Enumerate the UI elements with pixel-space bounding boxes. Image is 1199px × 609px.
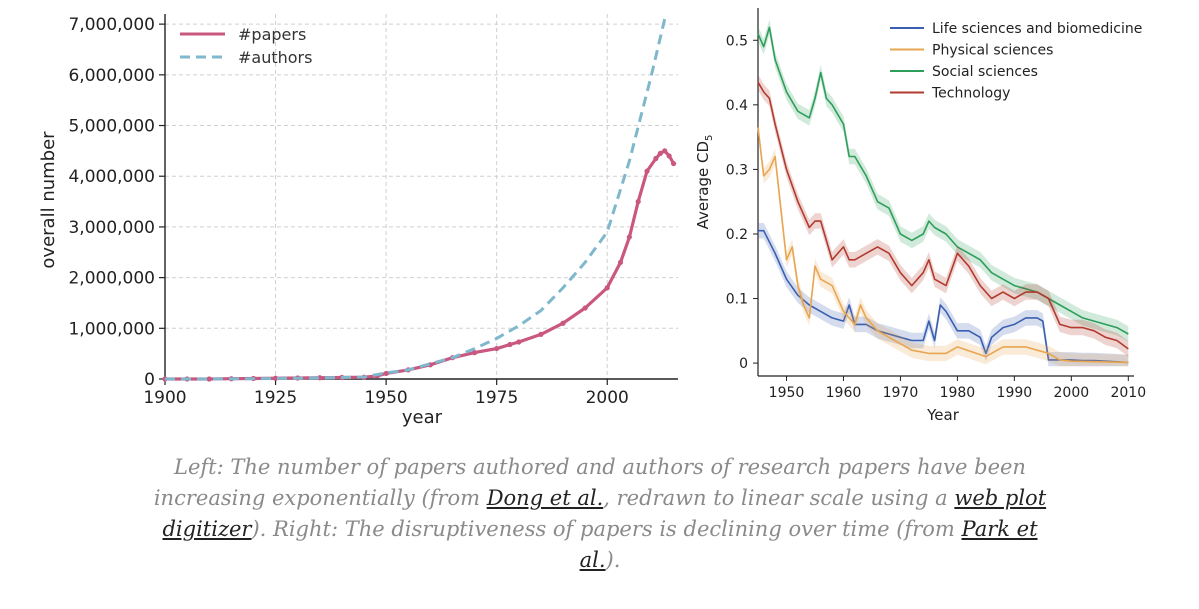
left-x-tick-label: 1900 xyxy=(143,388,186,408)
right-y-tick-label: 0.2 xyxy=(726,227,748,243)
caption-text-4: ). xyxy=(605,548,621,572)
right-x-tick-label: 1980 xyxy=(940,385,976,401)
legend-label-authors: #authors xyxy=(238,48,312,67)
left-y-tick-label: 7,000,000 xyxy=(68,15,155,35)
left-legend: #papers #authors xyxy=(180,25,312,67)
left-y-tick-label: 6,000,000 xyxy=(68,66,155,86)
caption-text-2: , redrawn to linear scale using a xyxy=(603,486,955,510)
legend-label-physical-sciences: Physical sciences xyxy=(932,43,1053,59)
right-legend: Life sciences and biomedicine Physical sc… xyxy=(890,21,1142,102)
right-x-tick-label: 1990 xyxy=(997,385,1033,401)
legend-label-life-sciences-and-biomedicine: Life sciences and biomedicine xyxy=(932,21,1142,37)
park-et-al-link[interactable]: Park et al. xyxy=(579,517,1038,572)
data-point-papers xyxy=(494,345,500,352)
left-chart: 1900 1925 1950 1975 2000 0 1,000,000 2,000,000 3… xyxy=(38,14,678,428)
left-x-tick-label: 1975 xyxy=(475,388,518,408)
left-grid xyxy=(164,14,678,380)
right-x-tick-label: 1970 xyxy=(883,385,919,401)
left-x-axis-label: year xyxy=(402,407,443,428)
data-point-papers xyxy=(644,168,650,174)
data-point-papers xyxy=(507,341,513,348)
right-x-tick-label: 1960 xyxy=(826,385,862,401)
right-axes xyxy=(753,8,1134,381)
right-y-axis-label: Average CD5 xyxy=(694,135,715,230)
series-line-life-sciences-and-biomedicine xyxy=(758,229,1129,364)
left-x-tick-label: 1925 xyxy=(254,388,297,408)
data-point-papers xyxy=(272,375,279,381)
series-line-authors xyxy=(165,18,667,381)
legend-label-papers: #papers xyxy=(238,25,306,44)
series-line-technology xyxy=(757,81,1129,350)
data-point-papers xyxy=(560,320,566,326)
data-point-papers xyxy=(471,350,478,356)
left-y-tick-label: 2,000,000 xyxy=(68,269,155,289)
left-x-tick-label: 2000 xyxy=(586,388,629,408)
data-point-papers xyxy=(582,305,588,311)
left-y-tick-label: 0 xyxy=(144,370,155,390)
left-y-tick-label: 4,000,000 xyxy=(68,167,155,187)
right-y-tick-label: 0.5 xyxy=(726,33,748,49)
left-y-axis-label: overall number xyxy=(38,131,59,269)
data-point-papers xyxy=(206,376,212,382)
data-point-papers xyxy=(635,198,641,205)
right-x-axis-label: Year xyxy=(926,406,960,424)
left-axes xyxy=(159,14,678,385)
series-line-social-sciences xyxy=(757,26,1129,335)
right-tick-labels: 1950 1960 1970 1980 1990 2000 2010 0 0.1 0.2 0.3 0.… xyxy=(726,33,1146,401)
data-point-papers xyxy=(670,160,677,167)
left-series xyxy=(162,18,677,382)
series-line-physical-sciences xyxy=(757,127,1129,364)
right-y-tick-label: 0.3 xyxy=(726,162,748,178)
right-series xyxy=(757,19,1129,367)
web-plot-digitizer-link[interactable]: web plot digitizer xyxy=(162,486,1047,541)
left-tick-labels: 1900 1925 1950 1975 2000 0 1,000,000 2,000,000 3… xyxy=(68,15,628,408)
caption-text-1: Left: The number of papers authored and … xyxy=(153,455,1026,510)
legend-label-social-sciences: Social sciences xyxy=(932,64,1038,80)
caption-text-3: ). Right: The disruptiveness of papers i… xyxy=(251,517,962,541)
data-point-papers xyxy=(383,370,389,377)
confidence-band-life-sciences-and-biomedicine xyxy=(758,223,1129,367)
left-x-tick-label: 1950 xyxy=(364,388,407,408)
left-y-tick-label: 1,000,000 xyxy=(68,319,155,339)
confidence-band-technology xyxy=(758,74,1129,357)
right-y-tick-label: 0.4 xyxy=(726,98,748,114)
left-y-tick-label: 5,000,000 xyxy=(68,117,155,137)
left-y-tick-label: 3,000,000 xyxy=(68,218,155,238)
data-point-papers xyxy=(516,339,522,345)
right-x-tick-label: 2010 xyxy=(1110,385,1146,401)
data-point-papers xyxy=(653,155,659,162)
data-point-papers xyxy=(666,153,672,159)
dong-et-al-link[interactable]: Dong et al. xyxy=(486,486,604,510)
series-line-papers xyxy=(165,149,675,381)
data-point-papers xyxy=(617,259,624,266)
right-y-axis-label-sub: 5 xyxy=(704,135,715,141)
right-y-axis-label-main: Average CD xyxy=(694,141,712,229)
right-y-tick-label: 0.1 xyxy=(726,292,748,308)
right-x-tick-label: 1950 xyxy=(769,385,805,401)
right-y-tick-label: 0 xyxy=(739,356,748,372)
data-point-papers xyxy=(538,331,544,337)
data-point-papers xyxy=(657,150,663,157)
data-point-papers xyxy=(626,234,632,240)
legend-label-technology: Technology xyxy=(931,86,1010,102)
right-x-tick-label: 2000 xyxy=(1054,385,1090,401)
data-point-papers xyxy=(662,148,668,154)
right-chart: 1950 1960 1970 1980 1990 2000 2010 0 0.1 0.2 0.3 0.… xyxy=(694,8,1146,424)
data-point-papers xyxy=(604,285,610,291)
figure-caption: Left: The number of papers authored and … xyxy=(150,452,1050,576)
